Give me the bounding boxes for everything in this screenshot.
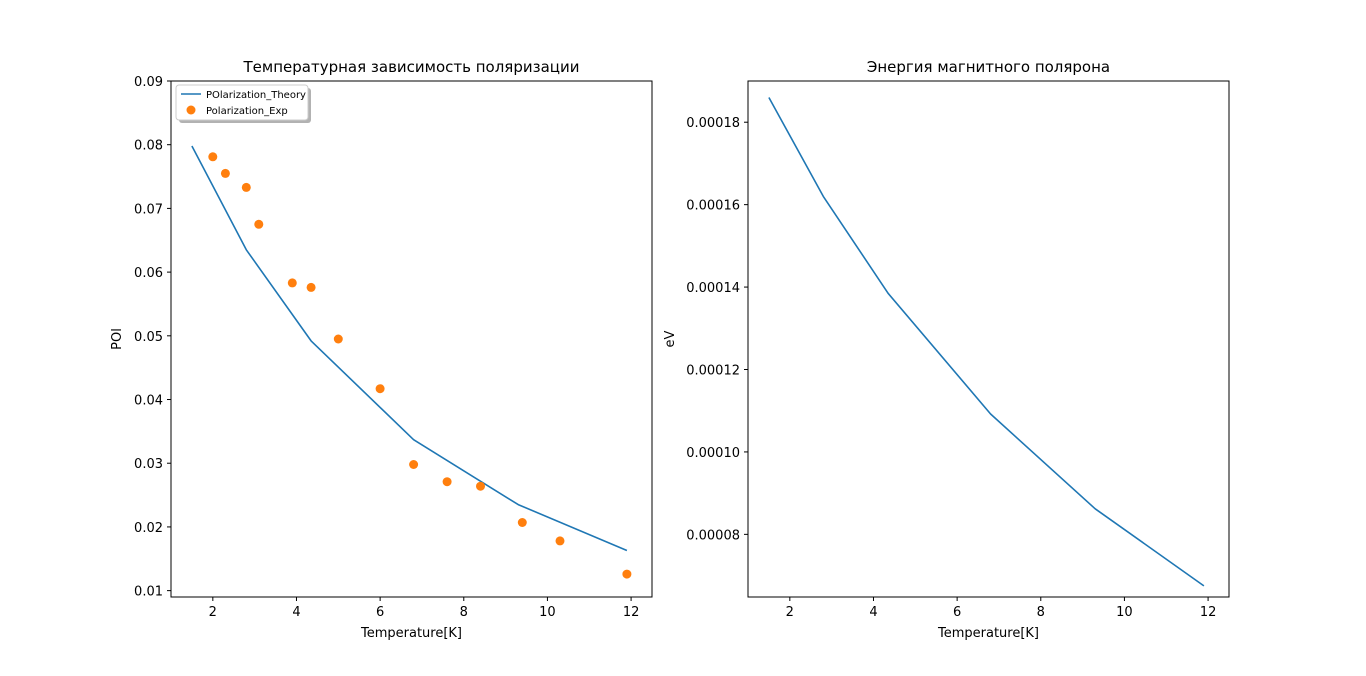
y-tick-label: 0.00010 [686, 446, 740, 461]
x-tick-label: 10 [1116, 605, 1133, 620]
plot-frame [170, 80, 653, 598]
polarization-plot-area: 2 4 6 8 10 12 0.01 0.02 0.03 0.04 0.05 0.06 0.07 0.08… [134, 75, 653, 620]
polaron-energy-chart-ylabel: eV [663, 330, 678, 347]
legend-exp-marker-icon [186, 105, 196, 115]
x-tick-label: 6 [376, 605, 384, 620]
scatter-point [306, 282, 316, 292]
polaron-energy-chart: Энергия магнитного полярона Temperature[… [663, 58, 1230, 641]
scatter-point [208, 152, 218, 162]
scatter-point [555, 536, 565, 546]
polarization-chart-title: Температурная зависимость поляризации [243, 58, 580, 76]
legend-box [175, 84, 309, 121]
y-tick-label: 0.06 [134, 266, 163, 281]
y-tick-label: 0.08 [134, 139, 163, 154]
polaron-energy-chart-title: Энергия магнитного полярона [867, 58, 1110, 76]
scatter-point [375, 384, 385, 394]
plot-frame [747, 80, 1230, 598]
y-tick-label: 0.00014 [686, 281, 740, 296]
scatter-point [409, 460, 419, 469]
y-tick-label: 0.00012 [686, 363, 740, 378]
polarization-legend: POlarization_Theory Polarization_Exp [175, 84, 311, 123]
polaron-energy-chart-xlabel: Temperature[K] [937, 626, 1039, 641]
y-tick-label: 0.09 [134, 75, 163, 90]
x-tick-label: 4 [292, 605, 300, 620]
scatter-point [287, 278, 297, 288]
scatter-point [333, 334, 343, 344]
x-tick-label: 8 [460, 605, 468, 620]
series-line-1-0 [768, 97, 1205, 587]
scatter-point [254, 219, 264, 229]
x-tick-label: 6 [953, 605, 961, 620]
scatter-point [220, 168, 230, 178]
polarization-chart-ylabel: POl [110, 328, 125, 350]
polaron-energy-plot-area: 2 4 6 8 10 12 0.00008 0.00010 0.00012 0.00014 0.00… [686, 80, 1230, 620]
scatter-point [476, 481, 485, 491]
y-tick-label: 0.07 [134, 202, 163, 217]
x-tick-label: 2 [209, 605, 217, 620]
polarization-chart-xlabel: Temperature[K] [360, 626, 462, 641]
scatter-point [622, 569, 632, 579]
x-tick-label: 4 [869, 605, 877, 620]
y-tick-label: 0.05 [134, 330, 163, 345]
x-tick-label: 10 [539, 605, 556, 620]
scatter-point [517, 518, 527, 527]
x-tick-label: 8 [1037, 605, 1045, 620]
y-tick-label: 0.01 [134, 585, 163, 600]
series-line-0-0 [191, 145, 628, 552]
y-tick-label: 0.04 [134, 394, 163, 409]
y-tick-label: 0.00008 [686, 528, 740, 543]
x-tick-label: 12 [623, 605, 640, 620]
y-tick-label: 0.00018 [686, 116, 740, 131]
y-tick-label: 0.00016 [686, 199, 740, 214]
scatter-point [442, 477, 452, 487]
y-tick-label: 0.02 [134, 521, 163, 536]
scatter-point [241, 182, 251, 192]
x-tick-label: 2 [786, 605, 794, 620]
y-tick-label: 0.03 [134, 457, 163, 472]
polarization-chart: Температурная зависимость поляризации Te… [110, 58, 653, 641]
legend-theory-label: POlarization_Theory [206, 90, 306, 101]
legend-exp-label: Polarization_Exp [206, 106, 288, 117]
x-tick-label: 12 [1200, 605, 1217, 620]
